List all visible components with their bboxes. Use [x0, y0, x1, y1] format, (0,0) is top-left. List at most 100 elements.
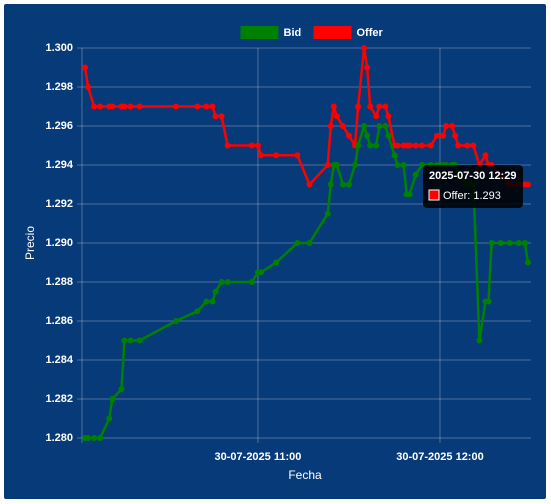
data-point: [355, 142, 362, 149]
legend-swatch[interactable]: [313, 26, 352, 39]
data-point: [418, 162, 425, 168]
data-point: [194, 308, 201, 315]
data-point: [400, 162, 407, 168]
x-tick-label: 30-07-2025 12:00: [396, 451, 483, 463]
data-point: [427, 142, 434, 149]
data-point: [455, 142, 462, 149]
data-point: [273, 259, 280, 266]
data-point: [482, 152, 489, 159]
data-point: [127, 337, 134, 344]
data-point: [364, 64, 371, 71]
data-point: [127, 103, 134, 110]
data-point: [364, 132, 371, 139]
legend-label[interactable]: Offer: [357, 27, 384, 39]
data-point: [273, 152, 280, 159]
data-point: [524, 181, 531, 188]
data-point: [367, 142, 374, 149]
data-point: [109, 396, 116, 402]
data-point: [306, 181, 313, 188]
data-point: [109, 103, 116, 110]
data-point: [361, 123, 368, 129]
data-point: [97, 435, 104, 441]
data-point: [106, 415, 113, 422]
data-point: [212, 113, 219, 120]
data-point: [118, 386, 125, 393]
y-tick-label: 1.288: [45, 276, 73, 288]
data-point: [209, 298, 216, 305]
data-point: [324, 162, 331, 168]
tooltip: 2025-07-30 12:29 Offer: 1.293: [423, 165, 523, 208]
data-point: [203, 298, 210, 305]
data-point: [412, 142, 419, 149]
data-point: [382, 103, 389, 110]
y-tick-label: 1.294: [45, 159, 73, 171]
data-point: [418, 142, 425, 149]
data-point: [452, 132, 459, 139]
data-point: [376, 123, 383, 129]
data-point: [194, 103, 201, 110]
data-point: [361, 45, 368, 51]
data-point: [449, 123, 456, 129]
chart-background: [4, 4, 546, 499]
data-point: [248, 279, 255, 285]
y-tick-label: 1.280: [45, 432, 73, 444]
data-point: [373, 113, 380, 120]
data-point: [218, 279, 225, 285]
legend-swatch[interactable]: [240, 26, 279, 39]
data-point: [497, 240, 504, 246]
legend-label[interactable]: Bid: [284, 27, 302, 39]
data-point: [394, 162, 401, 168]
data-point: [254, 142, 261, 149]
y-tick-label: 1.290: [45, 237, 73, 249]
data-point: [91, 435, 98, 441]
data-point: [367, 103, 374, 110]
y-tick-label: 1.296: [45, 120, 73, 132]
data-point: [257, 269, 264, 276]
data-point: [394, 142, 401, 149]
data-point: [257, 152, 264, 159]
x-tick-label: 30-07-2025 11:00: [215, 451, 302, 463]
legend-item[interactable]: Offer: [313, 26, 384, 39]
x-axis-title: Fecha: [288, 468, 322, 482]
data-point: [97, 103, 104, 110]
data-point: [443, 123, 450, 129]
data-point: [521, 240, 528, 246]
data-point: [339, 181, 346, 188]
data-point: [224, 142, 231, 149]
tooltip-box: [423, 165, 523, 208]
data-point: [333, 113, 340, 120]
data-point: [382, 123, 389, 129]
data-point: [515, 240, 522, 246]
data-point: [324, 210, 331, 217]
y-axis-title: Precio: [23, 226, 37, 260]
data-point: [330, 103, 337, 110]
tooltip-label: Offer: 1.293: [443, 190, 501, 202]
data-point: [485, 298, 492, 305]
data-point: [355, 103, 362, 110]
y-tick-label: 1.282: [45, 393, 73, 405]
data-point: [294, 152, 301, 159]
data-point: [136, 337, 143, 344]
data-point: [433, 132, 440, 139]
data-point: [212, 288, 219, 295]
tooltip-swatch: [428, 189, 440, 201]
data-point: [488, 240, 495, 246]
data-point: [440, 132, 447, 139]
data-point: [385, 113, 392, 120]
data-point: [391, 152, 398, 159]
data-point: [339, 123, 346, 129]
y-tick-label: 1.284: [45, 354, 73, 366]
data-point: [173, 103, 180, 110]
data-point: [203, 103, 210, 110]
data-point: [506, 240, 513, 246]
data-point: [464, 142, 471, 149]
legend-item[interactable]: Bid: [240, 26, 302, 39]
data-point: [345, 132, 352, 139]
data-point: [412, 171, 419, 178]
data-point: [209, 103, 216, 110]
data-point: [306, 240, 313, 246]
data-point: [345, 181, 352, 188]
data-point: [352, 162, 359, 168]
y-tick-label: 1.286: [45, 315, 73, 327]
